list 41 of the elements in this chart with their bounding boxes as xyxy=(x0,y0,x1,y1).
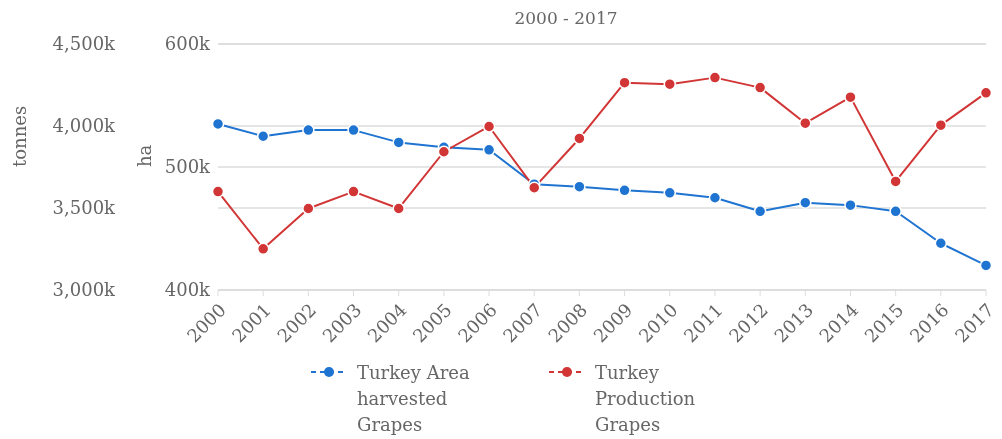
point xyxy=(573,132,586,145)
point xyxy=(753,81,767,94)
point xyxy=(256,130,270,143)
legend-label: Turkey Production Grapes xyxy=(595,361,697,437)
point xyxy=(527,181,541,194)
point xyxy=(934,237,948,250)
point xyxy=(934,118,948,132)
point xyxy=(392,202,405,215)
point xyxy=(256,242,270,256)
y-axis-title: ha xyxy=(134,144,156,167)
point xyxy=(347,185,360,198)
point xyxy=(437,145,451,158)
y2-tick-label: 3,500k xyxy=(52,197,117,219)
point xyxy=(708,191,722,204)
point xyxy=(482,120,496,133)
point xyxy=(663,186,677,200)
point xyxy=(844,90,857,104)
point xyxy=(302,123,315,137)
point xyxy=(708,71,722,84)
point xyxy=(482,143,496,157)
y2-tick-label: 4,500k xyxy=(52,33,117,55)
point xyxy=(211,185,225,198)
point xyxy=(302,202,315,215)
point xyxy=(979,86,993,100)
point xyxy=(392,136,405,149)
chart-title: 2000 - 2017 xyxy=(513,8,619,30)
point xyxy=(347,123,360,137)
point xyxy=(844,198,857,212)
y2-tick-label: 3,000k xyxy=(52,279,117,301)
point xyxy=(889,175,902,188)
point xyxy=(753,205,767,218)
y-tick-label: 600k xyxy=(164,33,212,55)
point xyxy=(979,259,993,272)
legend-label: Turkey Area harvested Grapes xyxy=(357,361,471,437)
point xyxy=(211,117,225,131)
y2-axis-title: tonnes xyxy=(9,105,31,167)
point xyxy=(799,116,812,130)
y-tick-label: 500k xyxy=(164,156,212,178)
y-tick-label: 400k xyxy=(164,279,212,301)
point xyxy=(663,77,677,91)
y2-tick-label: 4,000k xyxy=(52,115,117,137)
